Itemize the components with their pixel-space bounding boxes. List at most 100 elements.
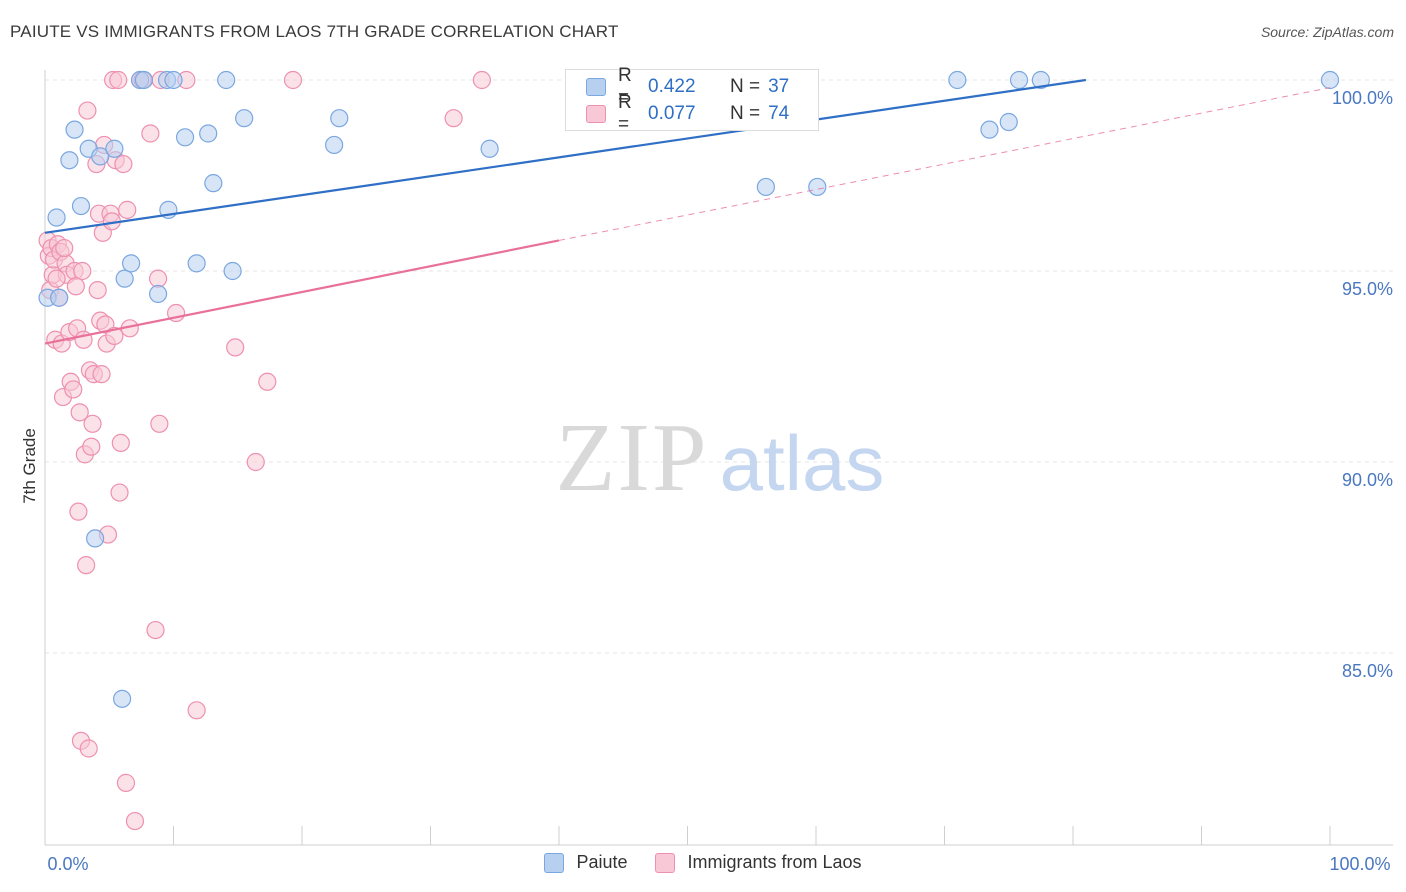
- laos-points: [38, 70, 491, 831]
- y-tick-label: 90.0%: [1342, 470, 1393, 490]
- laos-point: [109, 70, 128, 90]
- paiute-point: [235, 109, 254, 128]
- paiute-point: [112, 689, 132, 708]
- paiute-trend-line: [44, 78, 1087, 234]
- paiute-point: [164, 70, 183, 90]
- laos-point: [146, 620, 165, 640]
- series-legend: Paiute Immigrants from Laos: [0, 852, 1406, 873]
- paiute-point: [1320, 70, 1340, 90]
- laos-point: [148, 269, 168, 288]
- y-axis-label: 7th Grade: [20, 428, 39, 504]
- chart-title: PAIUTE VS IMMIGRANTS FROM LAOS 7TH GRADE…: [10, 22, 619, 41]
- laos-point: [69, 502, 88, 521]
- laos-point: [150, 414, 169, 433]
- laos-point: [246, 452, 265, 472]
- laos-point: [47, 269, 66, 288]
- laos-point: [118, 200, 137, 219]
- laos-point: [114, 154, 133, 174]
- tick-labels: 85.0% 90.0% 95.0% 100.0% 0.0% 100.0%: [47, 88, 1393, 874]
- laos-swatch: [655, 852, 676, 873]
- paiute-point: [480, 139, 499, 158]
- laos-point: [78, 101, 97, 120]
- laos-point: [92, 365, 111, 384]
- legend-n-value: 74: [768, 103, 790, 124]
- paiute-point: [199, 124, 218, 143]
- paiute-point: [115, 269, 134, 288]
- laos-point: [444, 109, 463, 128]
- legend-n-label: N =: [730, 76, 761, 97]
- grid-lines: [45, 79, 1393, 654]
- laos-trend-line: [44, 239, 560, 345]
- legend-r-label: R =: [618, 65, 632, 108]
- source-label: Source: ZipAtlas.com: [1260, 24, 1394, 40]
- legend-label-laos: Immigrants from Laos: [687, 852, 862, 872]
- paiute-point: [330, 109, 349, 128]
- laos-swatch: [586, 105, 606, 123]
- paiute-point: [105, 139, 124, 158]
- paiute-point: [217, 70, 236, 90]
- laos-point: [88, 281, 107, 300]
- stats-legend: R = 0.422 N = 37 R = 0.077 N = 74: [565, 65, 819, 135]
- laos-point: [111, 433, 130, 452]
- y-tick-label: 95.0%: [1342, 279, 1393, 299]
- paiute-point: [60, 151, 79, 170]
- laos-trend-extension: [558, 87, 1331, 241]
- axes: [44, 70, 1393, 846]
- laos-point: [64, 380, 83, 399]
- laos-point: [77, 556, 96, 575]
- laos-point: [125, 811, 145, 831]
- laos-point: [258, 372, 277, 391]
- laos-point: [83, 414, 102, 433]
- laos-point: [226, 338, 245, 357]
- paiute-swatch: [586, 78, 606, 96]
- legend-r-value: 0.077: [648, 103, 696, 124]
- laos-point: [110, 483, 129, 502]
- legend-row-laos: R = 0.077 N = 74: [586, 92, 790, 135]
- y-tick-label: 100.0%: [1332, 88, 1393, 108]
- legend-r-value: 0.422: [648, 76, 696, 97]
- paiute-point: [204, 174, 223, 193]
- watermark-atlas: atlas: [720, 419, 885, 507]
- paiute-point: [65, 120, 84, 139]
- legend-n-label: N =: [730, 103, 761, 124]
- legend-n-value: 37: [768, 76, 790, 97]
- laos-point: [70, 403, 89, 422]
- x-tick-label: 0.0%: [47, 854, 88, 874]
- legend-item-paiute: Paiute: [544, 852, 627, 873]
- laos-point: [66, 277, 85, 296]
- paiute-point: [1031, 70, 1050, 90]
- paiute-point: [325, 135, 344, 155]
- paiute-point: [148, 284, 168, 304]
- paiute-point: [223, 261, 242, 281]
- paiute-points: [38, 70, 1340, 708]
- paiute-point: [187, 254, 206, 273]
- laos-point: [283, 70, 303, 90]
- paiute-point: [121, 254, 141, 273]
- laos-point: [105, 326, 124, 346]
- paiute-point: [86, 529, 105, 548]
- legend-label-paiute: Paiute: [576, 852, 628, 872]
- laos-point: [82, 437, 101, 456]
- paiute-point: [980, 120, 999, 139]
- legend-item-laos: Immigrants from Laos: [655, 852, 862, 873]
- paiute-point: [50, 288, 69, 307]
- paiute-point: [948, 70, 967, 90]
- paiute-point: [808, 177, 827, 197]
- paiute-point: [71, 196, 91, 216]
- paiute-point: [1009, 70, 1029, 90]
- watermark-zip: ZIP: [556, 404, 709, 512]
- laos-point: [79, 739, 98, 758]
- trend-lines: [44, 78, 1331, 345]
- paiute-point: [47, 208, 66, 227]
- laos-point: [73, 261, 92, 281]
- paiute-point: [756, 177, 775, 197]
- legend-r-label: R =: [618, 92, 632, 135]
- paiute-point: [134, 70, 154, 90]
- paiute-point: [175, 128, 195, 147]
- laos-point: [141, 124, 160, 143]
- laos-point: [472, 70, 491, 90]
- paiute-swatch: [544, 852, 565, 873]
- x-tick-label: 100.0%: [1329, 854, 1390, 874]
- paiute-point: [999, 112, 1018, 132]
